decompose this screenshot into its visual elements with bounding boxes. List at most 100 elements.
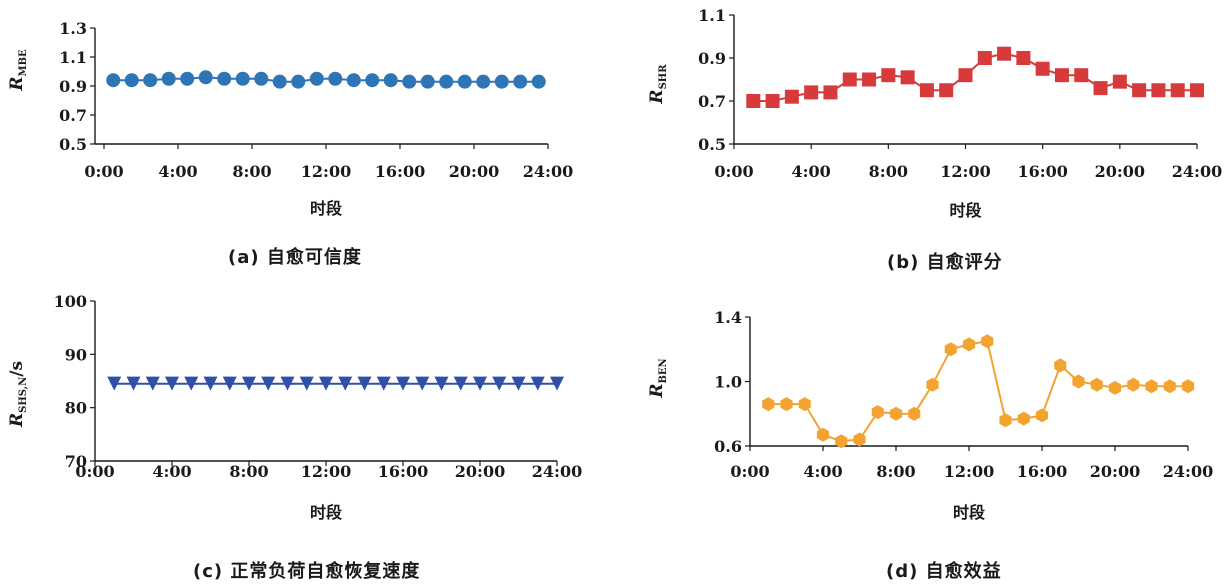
data-point [1127, 377, 1140, 392]
data-point [1035, 61, 1050, 76]
chart-panel-a: 0.5 0.7 0.9 1.1 1.3 0:00 4:00 8:00 12:00 16:00 20:… [0, 0, 614, 294]
data-point [1035, 408, 1049, 423]
chart-panel-d: 0.6 1.0 1.4 0:00 4:00 8:00 12:00 16:00 20:00 24:0… [614, 294, 1227, 588]
data-point [1151, 83, 1166, 98]
data-point [415, 376, 430, 391]
data-point [816, 427, 830, 442]
data-point [939, 83, 954, 98]
data-point [853, 432, 866, 447]
data-point [261, 376, 276, 391]
data-point [299, 376, 314, 391]
data-point [1132, 83, 1147, 98]
y-axis-label: RBEN [647, 358, 669, 398]
data-point [919, 83, 934, 98]
chart-caption: (a) 自愈可信度 [228, 247, 362, 268]
data-point [235, 71, 250, 86]
data-point [530, 376, 545, 391]
chart-panel-c: 70 80 90 100 0:00 4:00 8:00 12:00 16:00 20:00 24:0… [0, 292, 614, 588]
data-point [365, 73, 380, 88]
x-tick-label: 16:00 [1017, 462, 1067, 481]
y-tick-label: 0.9 [698, 49, 726, 68]
y-tick-label: 80 [65, 399, 87, 418]
x-tick-label: 16:00 [378, 462, 428, 481]
series-line [768, 340, 1188, 443]
data-point [889, 406, 903, 421]
data-point [309, 71, 324, 86]
data-point [762, 397, 775, 412]
series-markers [762, 334, 1195, 449]
data-point [1112, 74, 1127, 89]
x-tick-label: 16:00 [375, 162, 425, 181]
x-tick-label: 0:00 [75, 462, 114, 481]
data-point [842, 72, 857, 87]
chart-caption: (b) 自愈评分 [887, 252, 1003, 273]
data-point [999, 413, 1012, 428]
series-markers [107, 376, 564, 391]
x-tick-label: 8:00 [869, 162, 908, 181]
x-tick-label: 12:00 [944, 462, 994, 481]
data-point [900, 70, 915, 85]
data-point [242, 376, 256, 391]
data-point [457, 74, 472, 89]
y-tick-label: 0.6 [714, 437, 742, 456]
data-point [513, 74, 528, 89]
data-point [1054, 68, 1069, 83]
data-point [383, 73, 398, 88]
data-point [346, 73, 361, 88]
data-point [106, 73, 121, 88]
series-markers [746, 46, 1204, 108]
data-point [1090, 377, 1103, 392]
data-point [1108, 380, 1122, 395]
chart-svg-d: 0.6 1.0 1.4 0:00 4:00 8:00 12:00 16:00 20:00 24:0… [647, 308, 1213, 522]
data-point [765, 94, 780, 108]
y-tick-label: 0.5 [698, 135, 726, 154]
x-tick-label: 8:00 [229, 462, 268, 481]
data-point [473, 376, 487, 391]
data-point [319, 376, 333, 391]
chart-panel-b: 0.5 0.7 0.9 1.1 0:00 4:00 8:00 12:00 16:00 20:00 2… [614, 0, 1227, 294]
y-axis-label: RSHR [647, 64, 669, 105]
data-point [835, 434, 848, 449]
x-tick-label: 12:00 [940, 162, 990, 181]
data-point [862, 72, 877, 87]
data-point [143, 73, 158, 88]
data-point [184, 376, 199, 391]
data-point [1016, 51, 1031, 65]
data-point [981, 334, 994, 349]
x-tick-label: 4:00 [152, 462, 191, 481]
x-axis-label: 时段 [310, 503, 343, 522]
x-tick-label: 24:00 [1163, 462, 1213, 481]
data-point [962, 337, 976, 352]
x-tick-label: 16:00 [1017, 162, 1067, 181]
x-tick-label: 4:00 [803, 462, 842, 481]
data-point [977, 51, 992, 65]
series-line [113, 76, 539, 83]
data-point [291, 74, 306, 89]
data-point [1093, 81, 1108, 96]
data-point [439, 74, 454, 89]
y-tick-label: 0.7 [59, 106, 87, 125]
data-point [492, 376, 507, 391]
y-tick-label: 0.9 [59, 77, 87, 96]
data-point [997, 46, 1012, 61]
data-point [328, 71, 343, 86]
data-point [107, 376, 122, 391]
data-point [550, 376, 564, 391]
y-axis-label: RSHS,N/s [7, 361, 29, 428]
x-tick-label: 0:00 [84, 162, 123, 181]
data-point [908, 406, 921, 421]
y-tick-label: 100 [54, 292, 87, 311]
y-tick-label: 1.1 [59, 48, 87, 67]
y-tick-label: 90 [65, 345, 87, 364]
data-point [1170, 83, 1185, 98]
x-tick-label: 24:00 [532, 462, 582, 481]
data-point [1181, 379, 1195, 394]
data-point [798, 397, 811, 412]
data-point [376, 376, 391, 391]
x-axis-label: 时段 [953, 503, 986, 522]
y-tick-label: 1.3 [59, 19, 87, 38]
y-tick-label: 1.4 [714, 308, 742, 327]
x-tick-label: 8:00 [876, 462, 915, 481]
x-tick-label: 4:00 [792, 162, 831, 181]
data-point [165, 376, 179, 391]
